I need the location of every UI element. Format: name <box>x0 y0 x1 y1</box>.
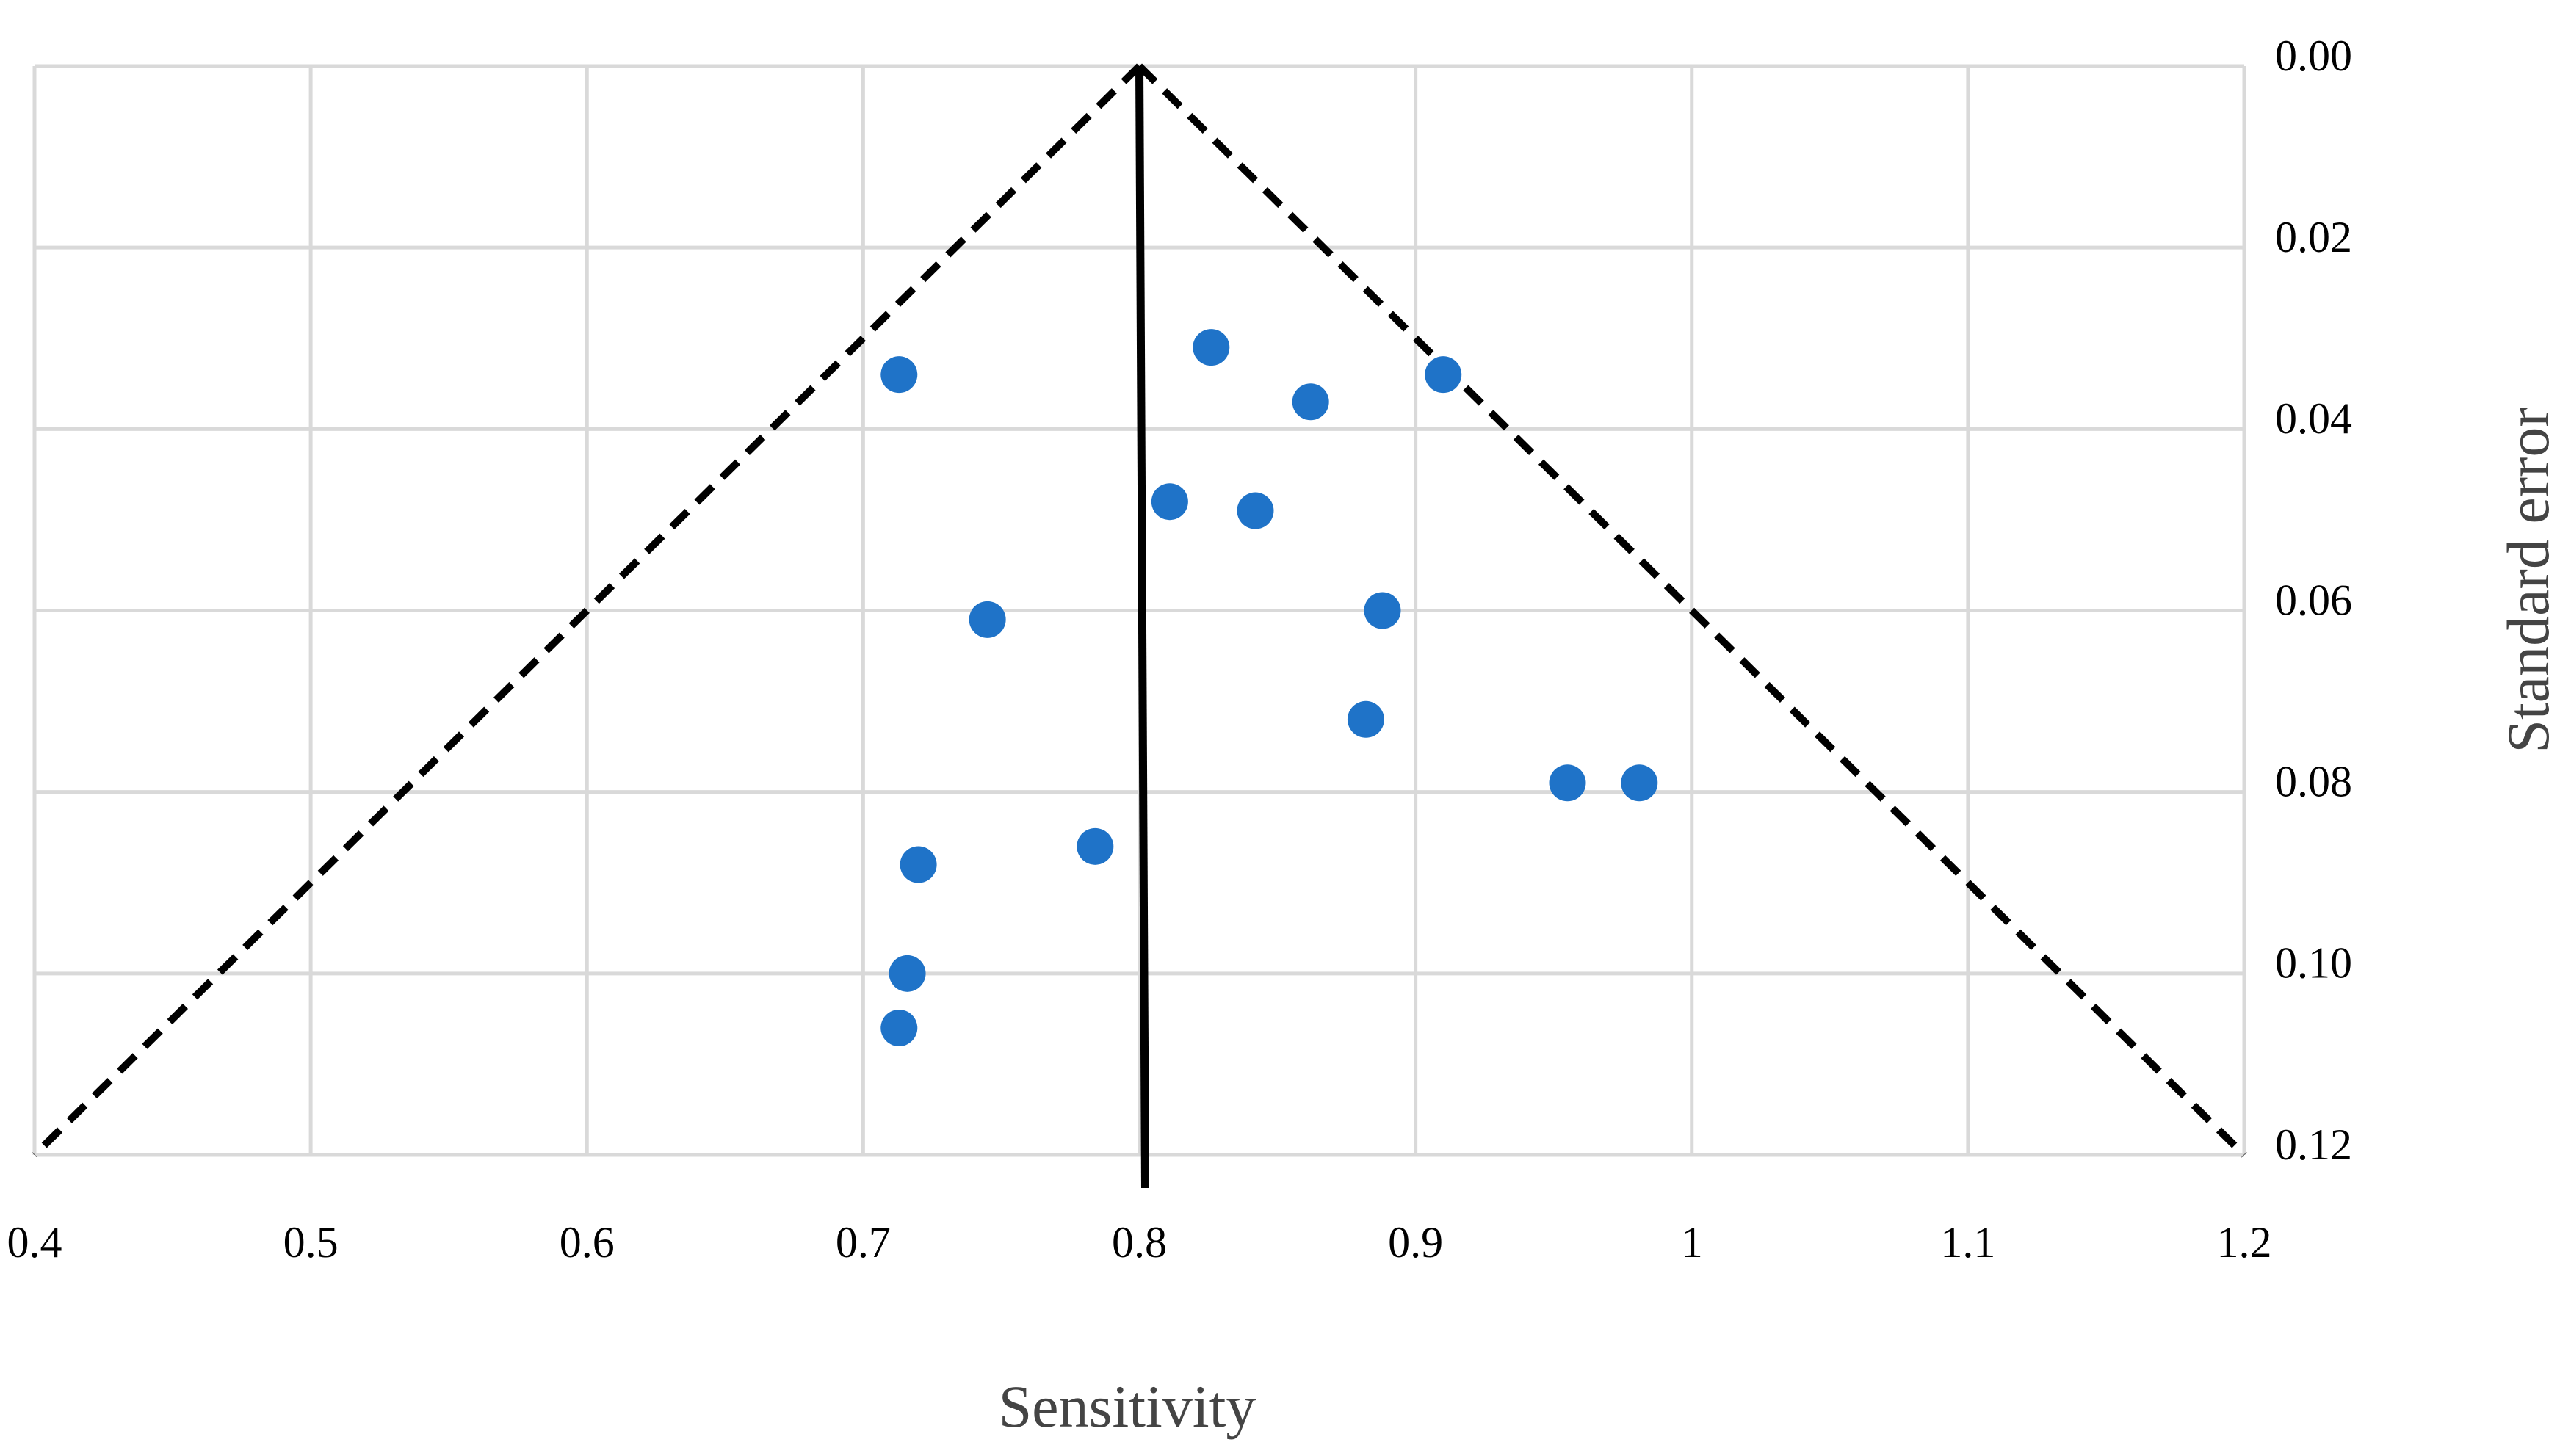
data-point <box>1364 592 1401 629</box>
data-point <box>1425 356 1462 394</box>
data-point <box>880 1009 918 1046</box>
data-point <box>1292 383 1329 421</box>
y-tick-label: 0.10 <box>2275 939 2352 988</box>
y-tick-labels: 0.00 0.02 0.04 0.06 0.08 0.10 0.12 <box>2275 32 2352 1169</box>
x-tick-label: 0.9 <box>1388 1218 1443 1267</box>
data-point <box>1193 329 1230 366</box>
center-line <box>1135 65 1149 1189</box>
x-tick-label: 1.1 <box>1940 1218 1995 1267</box>
data-point <box>1621 764 1658 802</box>
data-points <box>880 329 1658 1046</box>
y-tick-label: 0.00 <box>2275 32 2352 80</box>
y-tick-label: 0.04 <box>2275 394 2352 443</box>
y-tick-label: 0.06 <box>2275 576 2352 624</box>
data-point <box>1151 483 1188 521</box>
x-tick-label: 0.8 <box>1112 1218 1167 1267</box>
x-tick-label: 0.7 <box>836 1218 891 1267</box>
x-axis-label: Sensitivity <box>999 1373 1256 1440</box>
data-point <box>900 846 937 883</box>
y-tick-label: 0.12 <box>2275 1120 2352 1169</box>
x-tick-labels: 0.4 0.5 0.6 0.7 0.8 0.9 1 1.1 1.2 <box>7 1218 2272 1267</box>
data-point <box>1077 827 1114 865</box>
y-axis-label: Standard error <box>2495 407 2561 753</box>
data-point <box>1347 700 1384 738</box>
funnel-lines <box>32 63 2247 1189</box>
x-tick-label: 0.6 <box>560 1218 615 1267</box>
funnel-left-line <box>32 63 1143 1158</box>
data-point <box>880 356 918 394</box>
y-tick-label: 0.02 <box>2275 213 2352 261</box>
y-tick-label: 0.08 <box>2275 757 2352 805</box>
x-tick-label: 0.4 <box>7 1218 62 1267</box>
data-point <box>1237 492 1274 529</box>
x-tick-label: 1.2 <box>2217 1218 2272 1267</box>
data-point <box>1549 764 1586 802</box>
data-point <box>969 601 1006 638</box>
funnel-right-line <box>1136 63 2247 1158</box>
data-point <box>889 955 926 992</box>
x-tick-label: 0.5 <box>283 1218 339 1267</box>
x-tick-label: 1 <box>1681 1218 1703 1267</box>
